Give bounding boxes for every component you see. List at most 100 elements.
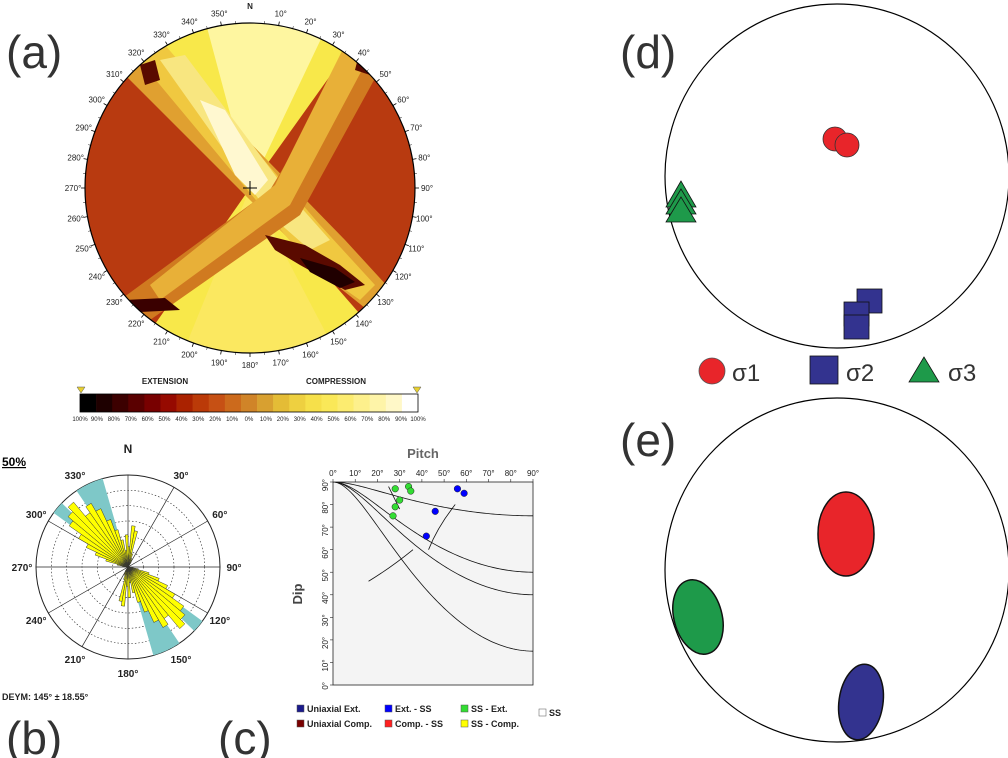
azimuth-tick [91,244,96,247]
colorbar-tick-label: 20% [209,417,222,423]
azimuth-label: 260° [67,215,84,224]
azimuth-label: 290° [75,123,92,132]
azimuth-label: 170° [272,358,289,367]
azimuth-tick [306,29,309,34]
pitch-chart-ticks: 0° 10° 20° 30° 40° 50° 60° 70° 80° 90° 90° 80° 70° 60… [321,469,539,690]
azimuth-label: 190° [211,358,228,367]
colorbar-tick-label: 10% [260,417,273,423]
x-tick-label: 70° [483,469,495,478]
colorbar-tick-label: 0% [245,417,254,423]
rose-spoke [127,487,175,568]
rose-direction-label: 90° [226,563,241,574]
azimuth-tick [165,41,168,46]
extension-label: EXTENSION [142,377,188,386]
legend-label: Ext. - SS [395,704,432,714]
rose-direction-label: 300° [26,510,47,521]
rose-direction-label: 270° [12,563,33,574]
colorbar-swatch [385,394,403,412]
sigma3-point [665,196,697,223]
azimuth-tick [120,79,124,83]
azimuth-minor-tick [88,230,91,232]
legend-swatch [460,704,469,713]
colorbar-swatch [369,394,387,412]
azimuth-tick [191,342,194,347]
colorbar-swatch [192,394,210,412]
legend-swatch [384,719,393,728]
legend-sigma1-label: σ1 [732,360,760,387]
colorbar-swatch [353,394,371,412]
sigma2-confidence-ellipse [837,663,885,741]
colorbar-tick-label: 50% [158,417,171,423]
y-tick-label: 30° [321,614,330,626]
x-tick-label: 30° [394,469,406,478]
panel-e-letter: (e) [620,414,676,466]
azimuth-tick [191,29,194,34]
x-tick-label: 40° [416,469,428,478]
rose-scale-label: 50% [2,455,26,469]
panel-c-letter: (c) [218,712,272,758]
azimuth-tick [376,293,380,297]
azimuth-tick [392,270,397,273]
azimuth-label: 300° [88,96,105,105]
azimuth-tick [404,129,409,132]
colorbar-swatch [257,394,274,412]
colorbar-tick-label: 10% [226,417,239,423]
colorbar-swatch [96,394,113,412]
azimuth-label: 50° [380,70,392,79]
azimuth-minor-tick [366,69,369,72]
sigma1-confidence-ellipse [817,491,875,577]
azimuth-tick [220,21,222,26]
panel-b-letter: (b) [6,712,62,758]
colorbar-tick-label: 60% [344,417,357,423]
azimuth-label: 280° [67,153,84,162]
data-point [407,487,415,495]
data-point [391,485,399,493]
boundary-curve [333,482,533,573]
y-tick-label: 90° [321,479,330,491]
stereonet-a [85,23,415,353]
colorbar-ticks: 100% 90% 80% 70% 60% 50% 40% 30% 20% 10% 0% 10% 20% 3… [72,417,426,423]
azimuth-minor-tick [366,304,369,307]
azimuth-label: 210° [153,337,170,346]
legend-swatch [296,704,305,713]
azimuth-label: 30° [332,31,344,40]
y-tick-label: 80° [321,502,330,514]
azimuth-label: 20° [304,18,316,27]
stereonet-a-ticks: 10° 20° 30° 40° 50° 60° 70° 80° 90° 100° 110° 120° 1… [65,10,433,370]
compression-label: COMPRESSION [306,377,366,386]
azimuth-minor-tick [344,50,347,53]
colorbar-tick-label: 90% [91,417,104,423]
sigma1-point [834,132,860,158]
azimuth-minor-tick [409,230,412,232]
boundary-curve [388,486,401,510]
rose-spoke [127,520,208,568]
colorbar-swatch [273,394,290,412]
azimuth-minor-tick [319,337,322,340]
azimuth-tick [120,293,124,297]
colorbar-swatch [224,394,242,412]
colorbar-tick-label: 70% [361,417,374,423]
azimuth-minor-tick [206,26,208,29]
azimuth-tick [141,314,145,318]
colorbar-swatch [208,394,226,412]
y-tick-label: 60° [321,547,330,559]
colorbar-swatch [240,394,258,412]
data-point [396,496,404,504]
rose-spoke [81,566,129,647]
colorbar-swatch [144,394,161,412]
rose-labels: 30° 60° 90° 120° 150° 180° 210° 240° 270° 300° 330… [12,471,242,680]
panel-d-letter: (d) [620,26,676,78]
azimuth-tick [103,103,108,106]
data-point [460,489,468,497]
colorbar-swatch [321,394,338,412]
azimuth-label: 270° [65,184,82,193]
boundary-curve [333,482,533,652]
x-tick-label: 50° [438,469,450,478]
legend-sigma1-icon [698,357,726,385]
azimuth-minor-tick [292,26,294,29]
colorbar-tick-label: 90% [395,417,408,423]
x-tick-label: 10° [349,469,361,478]
colorbar-tick-label: 30% [294,417,307,423]
colorbar-swatch [128,394,145,412]
legend-label: Comp. - SS [395,719,443,729]
